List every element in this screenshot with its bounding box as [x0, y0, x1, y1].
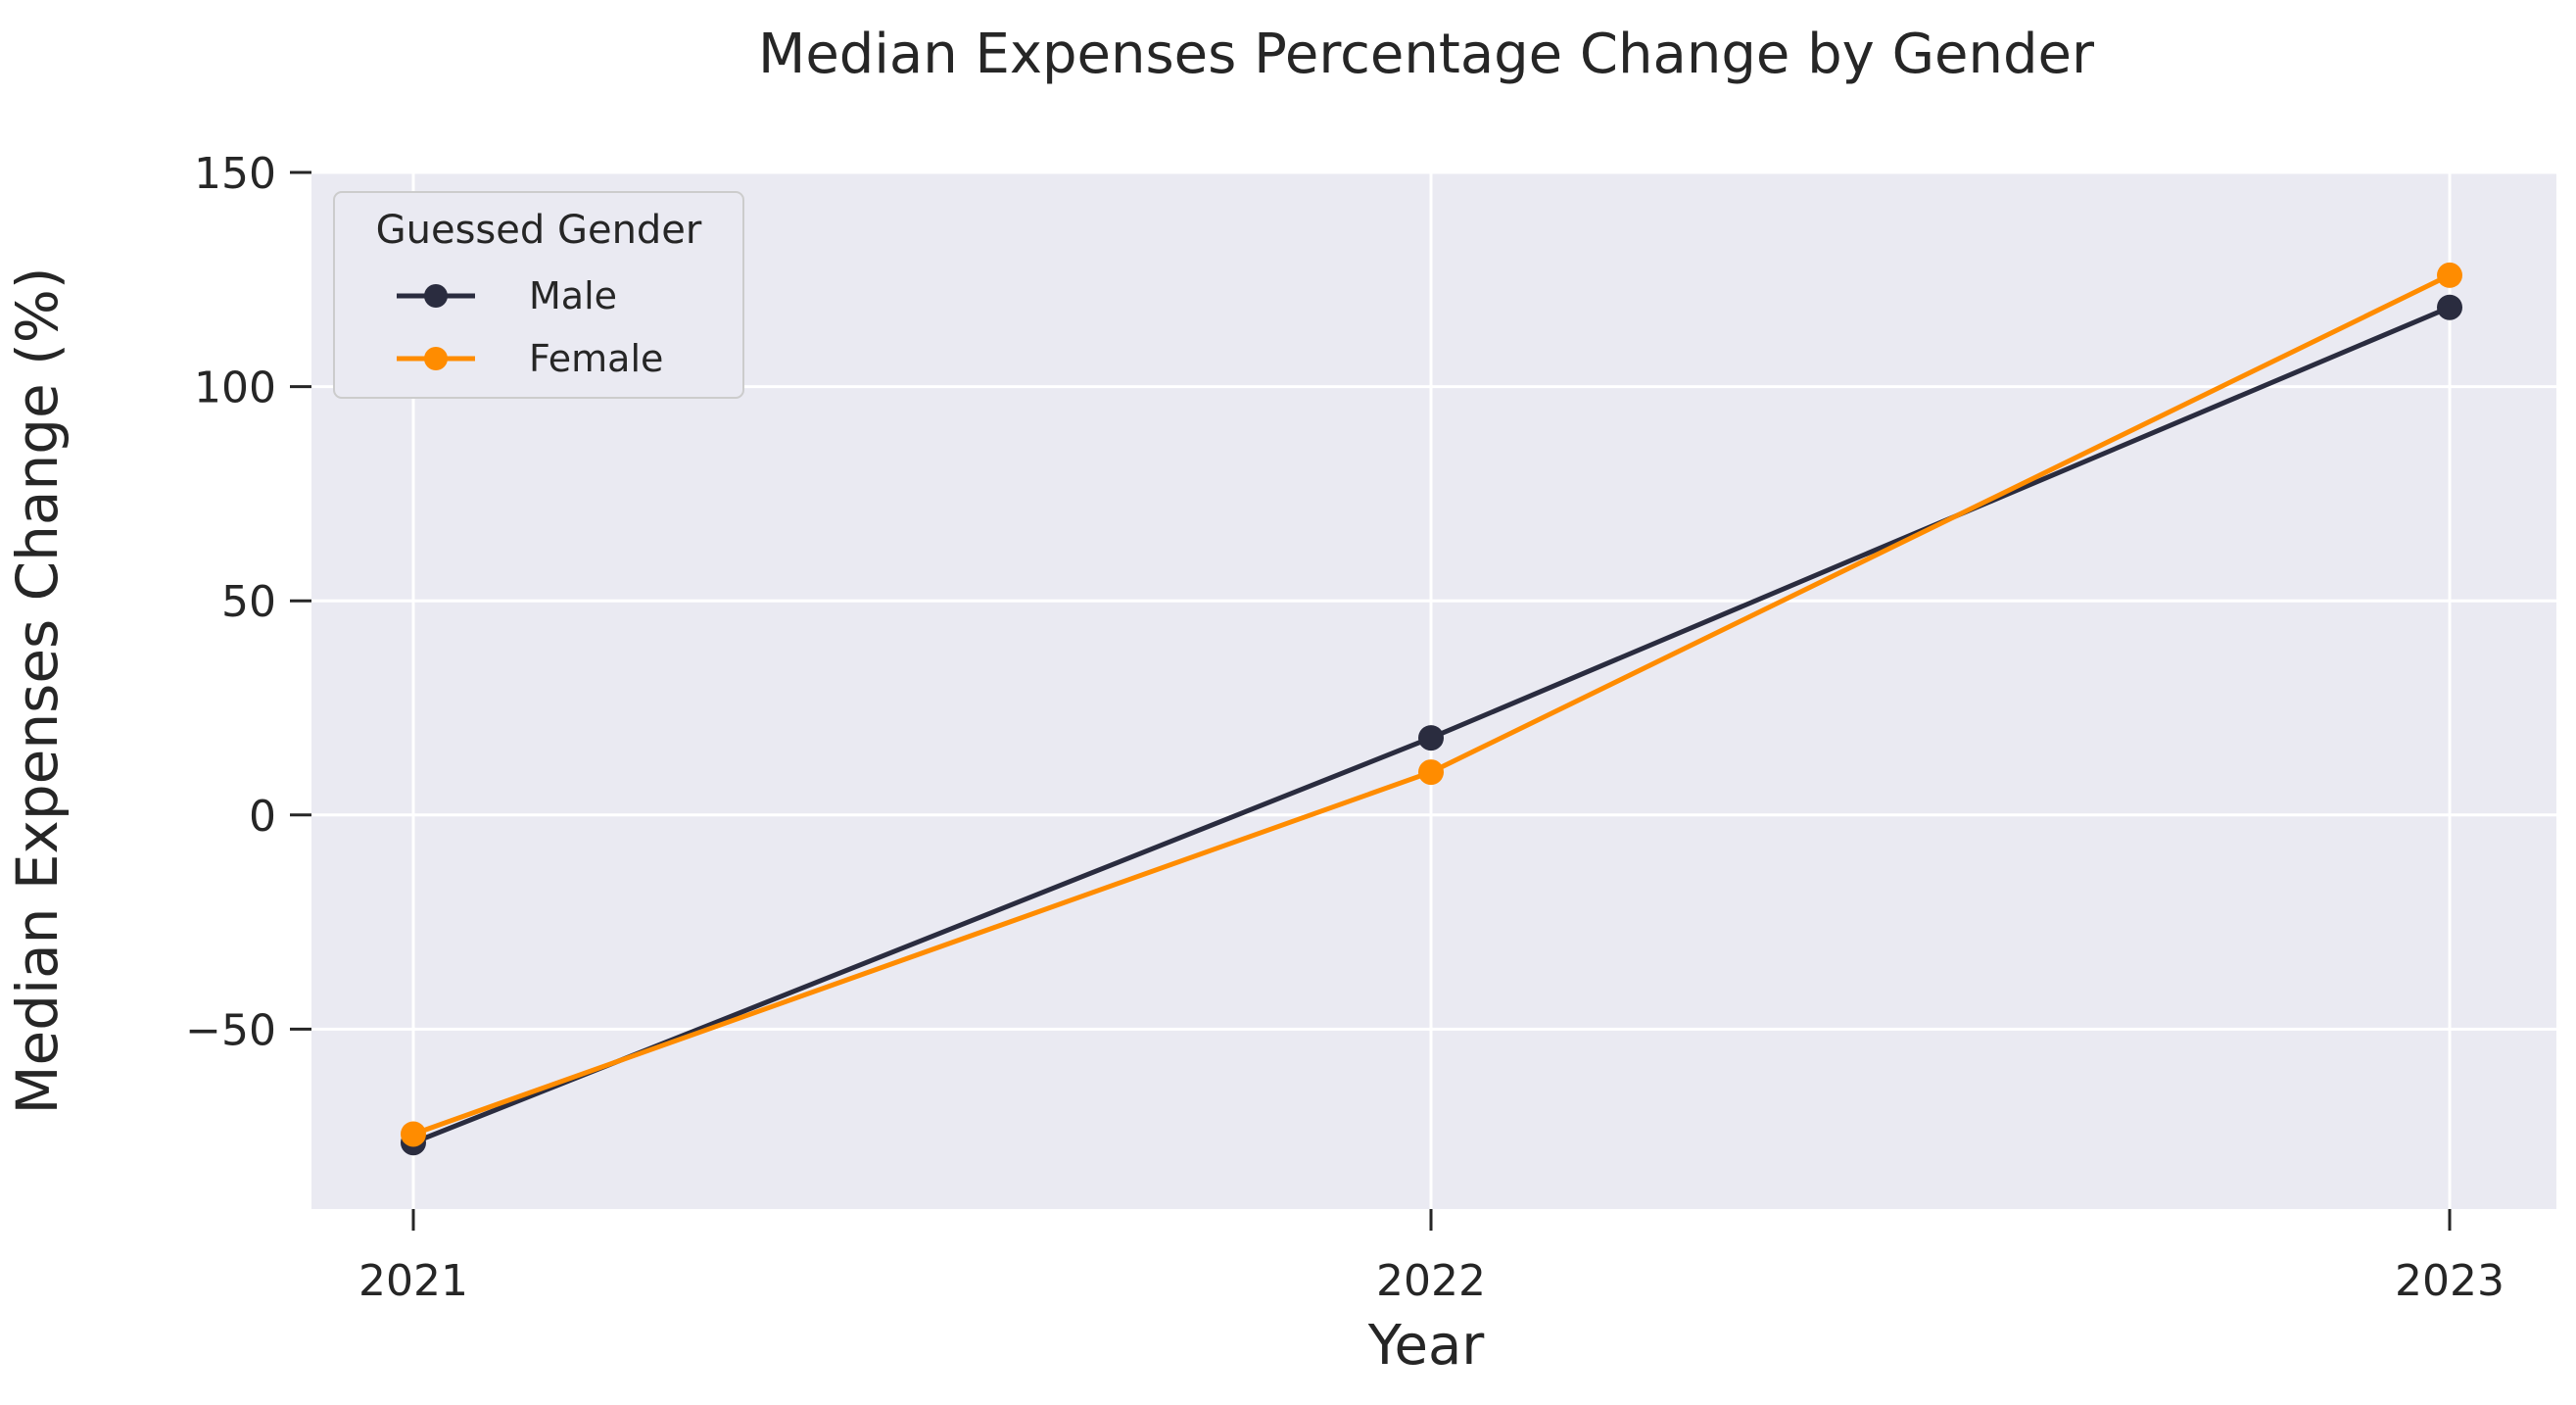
- legend-label: Female: [529, 337, 663, 380]
- data-point: [401, 1121, 426, 1147]
- legend-marker: [424, 284, 448, 308]
- legend-label: Male: [529, 274, 617, 317]
- y-tick-label: 50: [221, 577, 276, 627]
- y-tick-label: 0: [249, 792, 276, 842]
- legend-title: Guessed Gender: [376, 208, 702, 253]
- legend-item-female: Female: [397, 337, 663, 380]
- x-tick-label: 2021: [358, 1256, 468, 1306]
- chart-title: Median Expenses Percentage Change by Gen…: [758, 23, 2095, 86]
- data-point: [1418, 725, 1444, 751]
- series-layer: [401, 262, 2462, 1156]
- data-point: [1418, 759, 1444, 786]
- legend-items: Male Female: [397, 274, 663, 380]
- y-tick-label: −50: [185, 1005, 276, 1055]
- legend-box: [333, 191, 744, 399]
- y-tick-label: 150: [194, 149, 276, 199]
- x-axis-label: Year: [1367, 1314, 1486, 1378]
- legend-marker: [424, 347, 448, 370]
- y-tick-label: 100: [194, 363, 276, 413]
- x-tick-label: 2022: [1376, 1256, 1486, 1306]
- legend: Guessed Gender Male Female: [333, 191, 744, 399]
- data-point: [2437, 262, 2462, 288]
- axes: −50 0 50 100 150 2021 2022 2023: [185, 149, 2504, 1306]
- data-point: [2437, 294, 2462, 320]
- legend-item-male: Male: [397, 274, 617, 317]
- x-tick-label: 2023: [2395, 1256, 2504, 1306]
- y-axis-label: Median Expenses Change (%): [4, 266, 71, 1114]
- series-female: [401, 262, 2462, 1147]
